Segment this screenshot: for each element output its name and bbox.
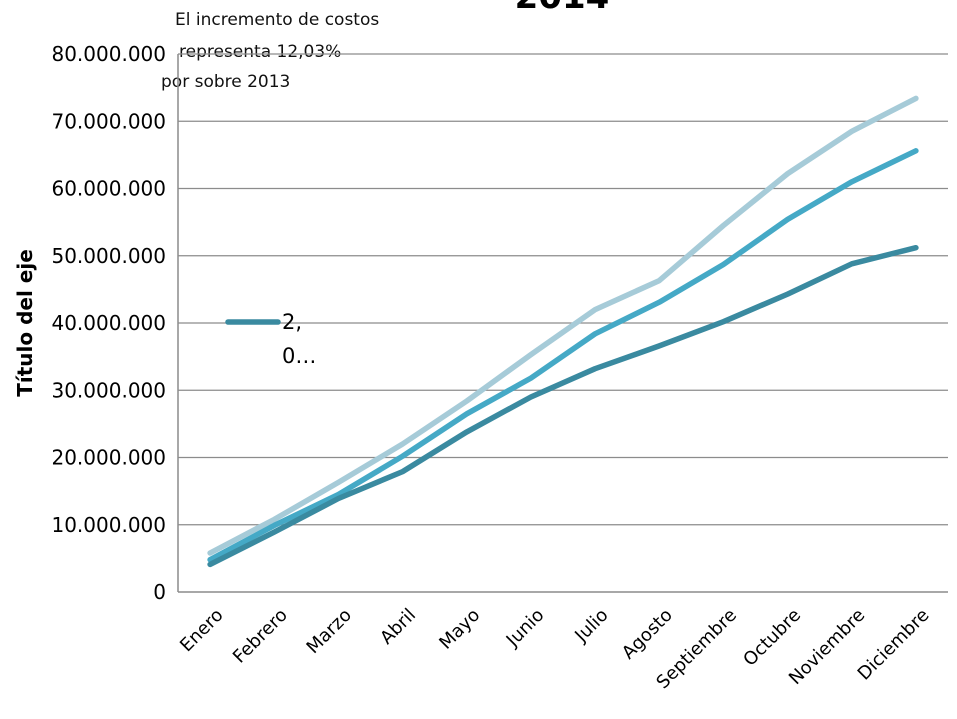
annotation-line-3: por sobre 2013 [161,72,290,92]
chart-title: 2014 [515,0,610,17]
y-axis-label: Título del eje [13,249,37,397]
y-tick-label: 20.000.000 [51,446,166,470]
x-axis-ticks: Enero Febrero Marzo Abril Mayo Junio Julio Agos… [176,605,933,693]
x-tick-label: Junio [502,605,549,652]
annotation-line-1: El incremento de costos [175,10,379,30]
annotation-line-2: representa 12,03% [179,42,341,62]
series-line-2 [207,148,919,563]
series-line-3 [207,244,919,568]
series-lines [207,95,919,568]
x-tick-label: Octubre [739,605,805,671]
y-axis-ticks: 0 10.000.000 20.000.000 30.000.000 40.000.00… [51,42,166,604]
gridlines [177,53,948,593]
x-tick-label: Julio [570,605,612,647]
y-tick-label: 50.000.000 [51,244,166,268]
series-line-1 [207,95,919,556]
legend-label-line-2: 0… [282,344,316,368]
y-tick-label: 0 [153,580,166,604]
legend-label-line-1: 2, [282,310,302,334]
y-tick-label: 80.000.000 [51,42,166,66]
x-tick-label: Mayo [435,605,484,654]
x-tick-label: Agosto [618,605,677,664]
y-tick-label: 10.000.000 [51,513,166,537]
x-tick-label: Abril [376,605,420,649]
x-tick-label: Marzo [303,605,356,658]
y-tick-label: 30.000.000 [51,378,166,402]
y-tick-label: 70.000.000 [51,109,166,133]
annotation: El incremento de costos representa 12,03… [161,10,379,92]
x-tick-label: Enero [176,605,228,657]
legend: 2, 0… [225,310,316,368]
y-tick-label: 40.000.000 [51,311,166,335]
y-tick-label: 60.000.000 [51,177,166,201]
x-tick-label: Febrero [229,605,292,668]
